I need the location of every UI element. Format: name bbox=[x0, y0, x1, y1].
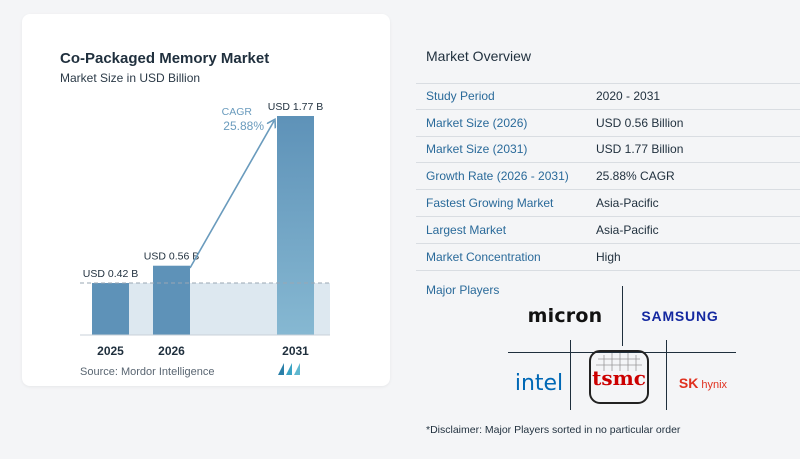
grid-divider bbox=[570, 340, 571, 410]
x-tick-label-2026: 2026 bbox=[158, 344, 185, 358]
grid-divider bbox=[508, 352, 736, 353]
overview-value: High bbox=[596, 249, 621, 264]
tsmc-chip-icon bbox=[589, 350, 649, 404]
overview-value: Asia-Pacific bbox=[596, 222, 659, 237]
chart-subtitle: Market Size in USD Billion bbox=[60, 71, 201, 85]
overview-value: USD 1.77 Billion bbox=[596, 142, 684, 157]
chart-title: Co-Packaged Memory Market bbox=[60, 50, 270, 67]
micron-logo: micron bbox=[514, 300, 616, 332]
source-note: Source: Mordor Intelligence bbox=[80, 366, 215, 378]
skhynix-sk-text: SK bbox=[678, 375, 699, 391]
data-label-2025: USD 0.42 B bbox=[83, 268, 138, 280]
overview-table: Study Period 2020 - 2031 Market Size (202… bbox=[416, 83, 800, 271]
mordor-logo-icon bbox=[278, 363, 300, 375]
skhynix-hynix-text: hynix bbox=[701, 379, 728, 391]
market-overview: Market Overview Study Period 2020 - 2031 … bbox=[400, 0, 800, 459]
bar-2026 bbox=[153, 265, 190, 335]
data-label-2026: USD 0.56 B bbox=[144, 251, 199, 263]
bar-chart: USD 0.42 B 2025 USD 0.56 B 2026 USD 1.77 B 20… bbox=[80, 101, 330, 358]
cagr-value: 25.88% bbox=[223, 119, 264, 133]
cagr-arrow bbox=[189, 121, 274, 269]
samsung-logo-text: SAMSUNG bbox=[641, 308, 719, 324]
overview-key: Market Size (2031) bbox=[426, 142, 528, 157]
overview-value: 2020 - 2031 bbox=[596, 89, 661, 104]
overview-row: Study Period 2020 - 2031 bbox=[416, 83, 800, 110]
overview-row: Market Size (2026) USD 0.56 Billion bbox=[416, 110, 800, 137]
tsmc-logo-text: tsmc bbox=[592, 366, 646, 390]
overview-key: Fastest Growing Market bbox=[426, 196, 554, 211]
intel-logo: intel bbox=[508, 366, 570, 400]
overview-row: Market Size (2031) USD 1.77 Billion bbox=[416, 137, 800, 164]
x-tick-label-2025: 2025 bbox=[97, 344, 124, 358]
micron-logo-text: micron bbox=[527, 305, 603, 327]
grid-divider bbox=[622, 286, 623, 346]
overview-row: Largest Market Asia-Pacific bbox=[416, 217, 800, 244]
bar-2031 bbox=[277, 116, 314, 335]
grid-divider bbox=[666, 340, 667, 410]
overview-key: Market Concentration bbox=[426, 249, 541, 264]
overview-key: Growth Rate (2026 - 2031) bbox=[426, 169, 569, 184]
data-label-2031: USD 1.77 B bbox=[268, 101, 323, 113]
x-tick-label-2031: 2031 bbox=[282, 344, 309, 358]
skhynix-logo: SK hynix bbox=[670, 366, 736, 400]
overview-row: Market Concentration High bbox=[416, 244, 800, 271]
overview-key: Market Size (2026) bbox=[426, 115, 528, 130]
overview-row: Fastest Growing Market Asia-Pacific bbox=[416, 190, 800, 217]
bar-2025 bbox=[92, 283, 129, 335]
disclaimer: *Disclaimer: Major Players sorted in no … bbox=[426, 424, 681, 436]
samsung-logo: SAMSUNG bbox=[630, 300, 730, 332]
intel-logo-text: intel bbox=[514, 370, 564, 396]
overview-value: USD 0.56 Billion bbox=[596, 115, 684, 130]
overview-title: Market Overview bbox=[426, 48, 532, 64]
overview-row: Growth Rate (2026 - 2031) 25.88% CAGR bbox=[416, 163, 800, 191]
major-players-label: Major Players bbox=[426, 283, 500, 297]
overview-value: Asia-Pacific bbox=[596, 196, 659, 211]
major-players-grid: micron SAMSUNG intel bbox=[508, 286, 736, 416]
cagr-label: CAGR bbox=[222, 106, 253, 118]
overview-value: 25.88% CAGR bbox=[596, 169, 675, 184]
tsmc-logo: tsmc bbox=[576, 346, 662, 408]
overview-key: Largest Market bbox=[426, 222, 507, 237]
overview-key: Study Period bbox=[426, 89, 495, 104]
